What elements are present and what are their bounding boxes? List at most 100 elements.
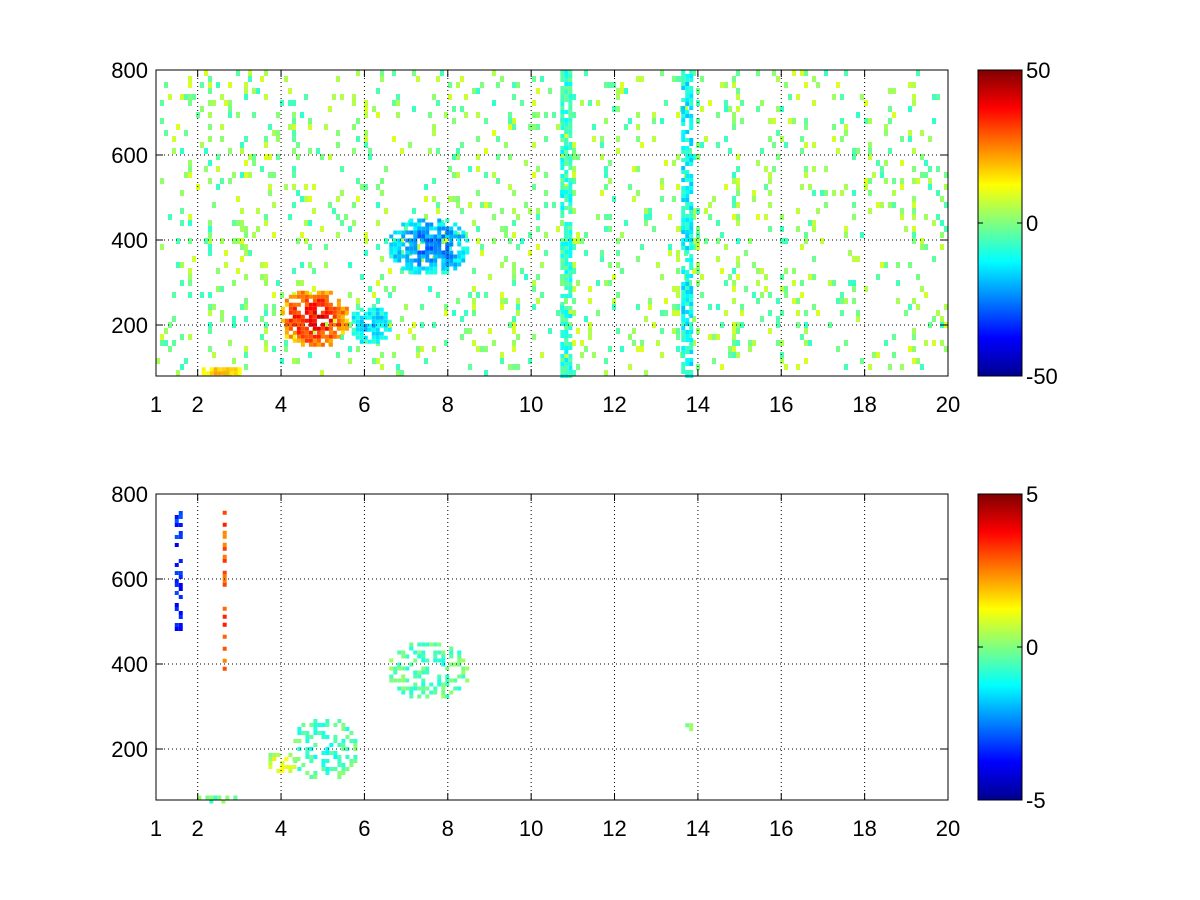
heatmap-cell xyxy=(832,280,836,286)
heatmap-cell xyxy=(188,220,192,226)
heatmap-cell xyxy=(572,286,576,292)
heatmap-cell xyxy=(405,246,410,251)
heatmap-cell xyxy=(421,230,426,235)
heatmap-cell xyxy=(305,771,310,775)
heatmap-cell xyxy=(736,352,740,358)
heatmap-cell xyxy=(429,238,434,243)
heatmap-cell xyxy=(492,214,496,220)
heatmap-cell xyxy=(260,316,264,322)
heatmap-cell xyxy=(812,220,816,226)
heatmap-cell xyxy=(284,322,289,327)
heatmap-cell xyxy=(508,124,512,130)
heatmap-cell xyxy=(220,136,224,142)
heatmap-cell xyxy=(421,654,426,659)
heatmap-cell xyxy=(296,757,301,761)
heatmap-cell xyxy=(500,262,504,268)
heatmap-cell xyxy=(732,298,736,304)
heatmap-cell xyxy=(568,238,573,242)
heatmap-cell xyxy=(309,755,314,759)
heatmap-cell xyxy=(924,340,928,346)
heatmap-cell xyxy=(888,118,892,124)
heatmap-cell xyxy=(560,126,565,130)
heatmap-cell xyxy=(572,238,576,244)
heatmap-cell xyxy=(681,266,686,270)
heatmap-cell xyxy=(660,196,664,202)
heatmap-cell xyxy=(776,298,780,304)
heatmap-cell xyxy=(552,112,556,118)
heatmap-cell xyxy=(208,310,212,316)
heatmap-cell xyxy=(380,76,384,82)
heatmap-cell xyxy=(384,166,388,172)
heatmap-cell xyxy=(908,136,912,142)
heatmap-cell xyxy=(448,244,452,250)
heatmap-cell xyxy=(689,322,694,326)
heatmap-cell xyxy=(596,214,600,220)
heatmap-cell xyxy=(233,795,238,800)
heatmap-cell xyxy=(424,196,428,202)
heatmap-cell xyxy=(720,322,724,328)
heatmap-cell xyxy=(292,100,296,106)
heatmap-cell xyxy=(800,280,804,286)
heatmap-cell xyxy=(624,124,628,130)
heatmap-cell xyxy=(876,202,880,208)
heatmap-cell xyxy=(268,154,272,160)
heatmap-cell xyxy=(376,358,380,364)
heatmap-cell xyxy=(208,220,212,226)
heatmap-cell xyxy=(768,292,772,298)
heatmap-cell xyxy=(356,346,360,352)
heatmap-cell xyxy=(376,112,380,118)
x-tick-label: 12 xyxy=(602,816,626,841)
heatmap-cell xyxy=(685,86,690,90)
heatmap-cell xyxy=(524,274,528,280)
heatmap-cell xyxy=(228,100,232,106)
heatmap-cell xyxy=(284,330,289,335)
heatmap-cell xyxy=(264,214,268,220)
heatmap-cell xyxy=(425,246,430,251)
heatmap-cell xyxy=(457,250,462,255)
heatmap-cell xyxy=(379,315,384,320)
heatmap-cell xyxy=(320,294,325,299)
heatmap-cell xyxy=(296,358,300,364)
heatmap-cell xyxy=(584,250,588,256)
heatmap-cell xyxy=(752,262,756,268)
heatmap-cell xyxy=(681,238,686,242)
heatmap-cell xyxy=(324,314,329,319)
heatmap-cell xyxy=(328,342,333,347)
heatmap-cell xyxy=(512,268,516,274)
heatmap-cell xyxy=(681,282,686,286)
heatmap-cell xyxy=(420,322,424,328)
heatmap-cell xyxy=(512,208,516,214)
heatmap-cell xyxy=(264,262,268,268)
heatmap-cell xyxy=(732,118,736,124)
heatmap-cell xyxy=(413,246,418,251)
heatmap-cell xyxy=(312,342,317,347)
heatmap-cell xyxy=(328,202,332,208)
heatmap-cell xyxy=(681,290,686,294)
heatmap-cell xyxy=(576,238,580,244)
heatmap-cell xyxy=(736,262,740,268)
heatmap-cell xyxy=(441,250,446,255)
heatmap-cell xyxy=(252,154,256,160)
heatmap-cell xyxy=(437,242,442,247)
x-tick-label: 6 xyxy=(358,816,370,841)
heatmap-cell xyxy=(312,208,316,214)
heatmap-cell xyxy=(328,330,333,335)
heatmap-cell xyxy=(681,354,686,358)
heatmap-cell xyxy=(689,182,694,186)
heatmap-cell xyxy=(912,148,916,154)
heatmap-cell xyxy=(689,326,694,330)
heatmap-cell xyxy=(564,206,569,210)
heatmap-cell xyxy=(461,258,466,263)
heatmap-cell xyxy=(225,795,230,800)
heatmap-cell xyxy=(685,110,690,114)
heatmap-cell xyxy=(304,326,309,331)
heatmap-cell xyxy=(296,334,301,339)
heatmap-cell xyxy=(288,306,293,311)
heatmap-cell xyxy=(512,364,516,370)
heatmap-cell xyxy=(441,694,446,699)
heatmap-cell xyxy=(540,76,544,82)
heatmap-cell xyxy=(340,330,345,335)
heatmap-cell xyxy=(689,234,694,238)
heatmap-cell xyxy=(932,316,936,322)
heatmap-cell xyxy=(356,118,360,124)
